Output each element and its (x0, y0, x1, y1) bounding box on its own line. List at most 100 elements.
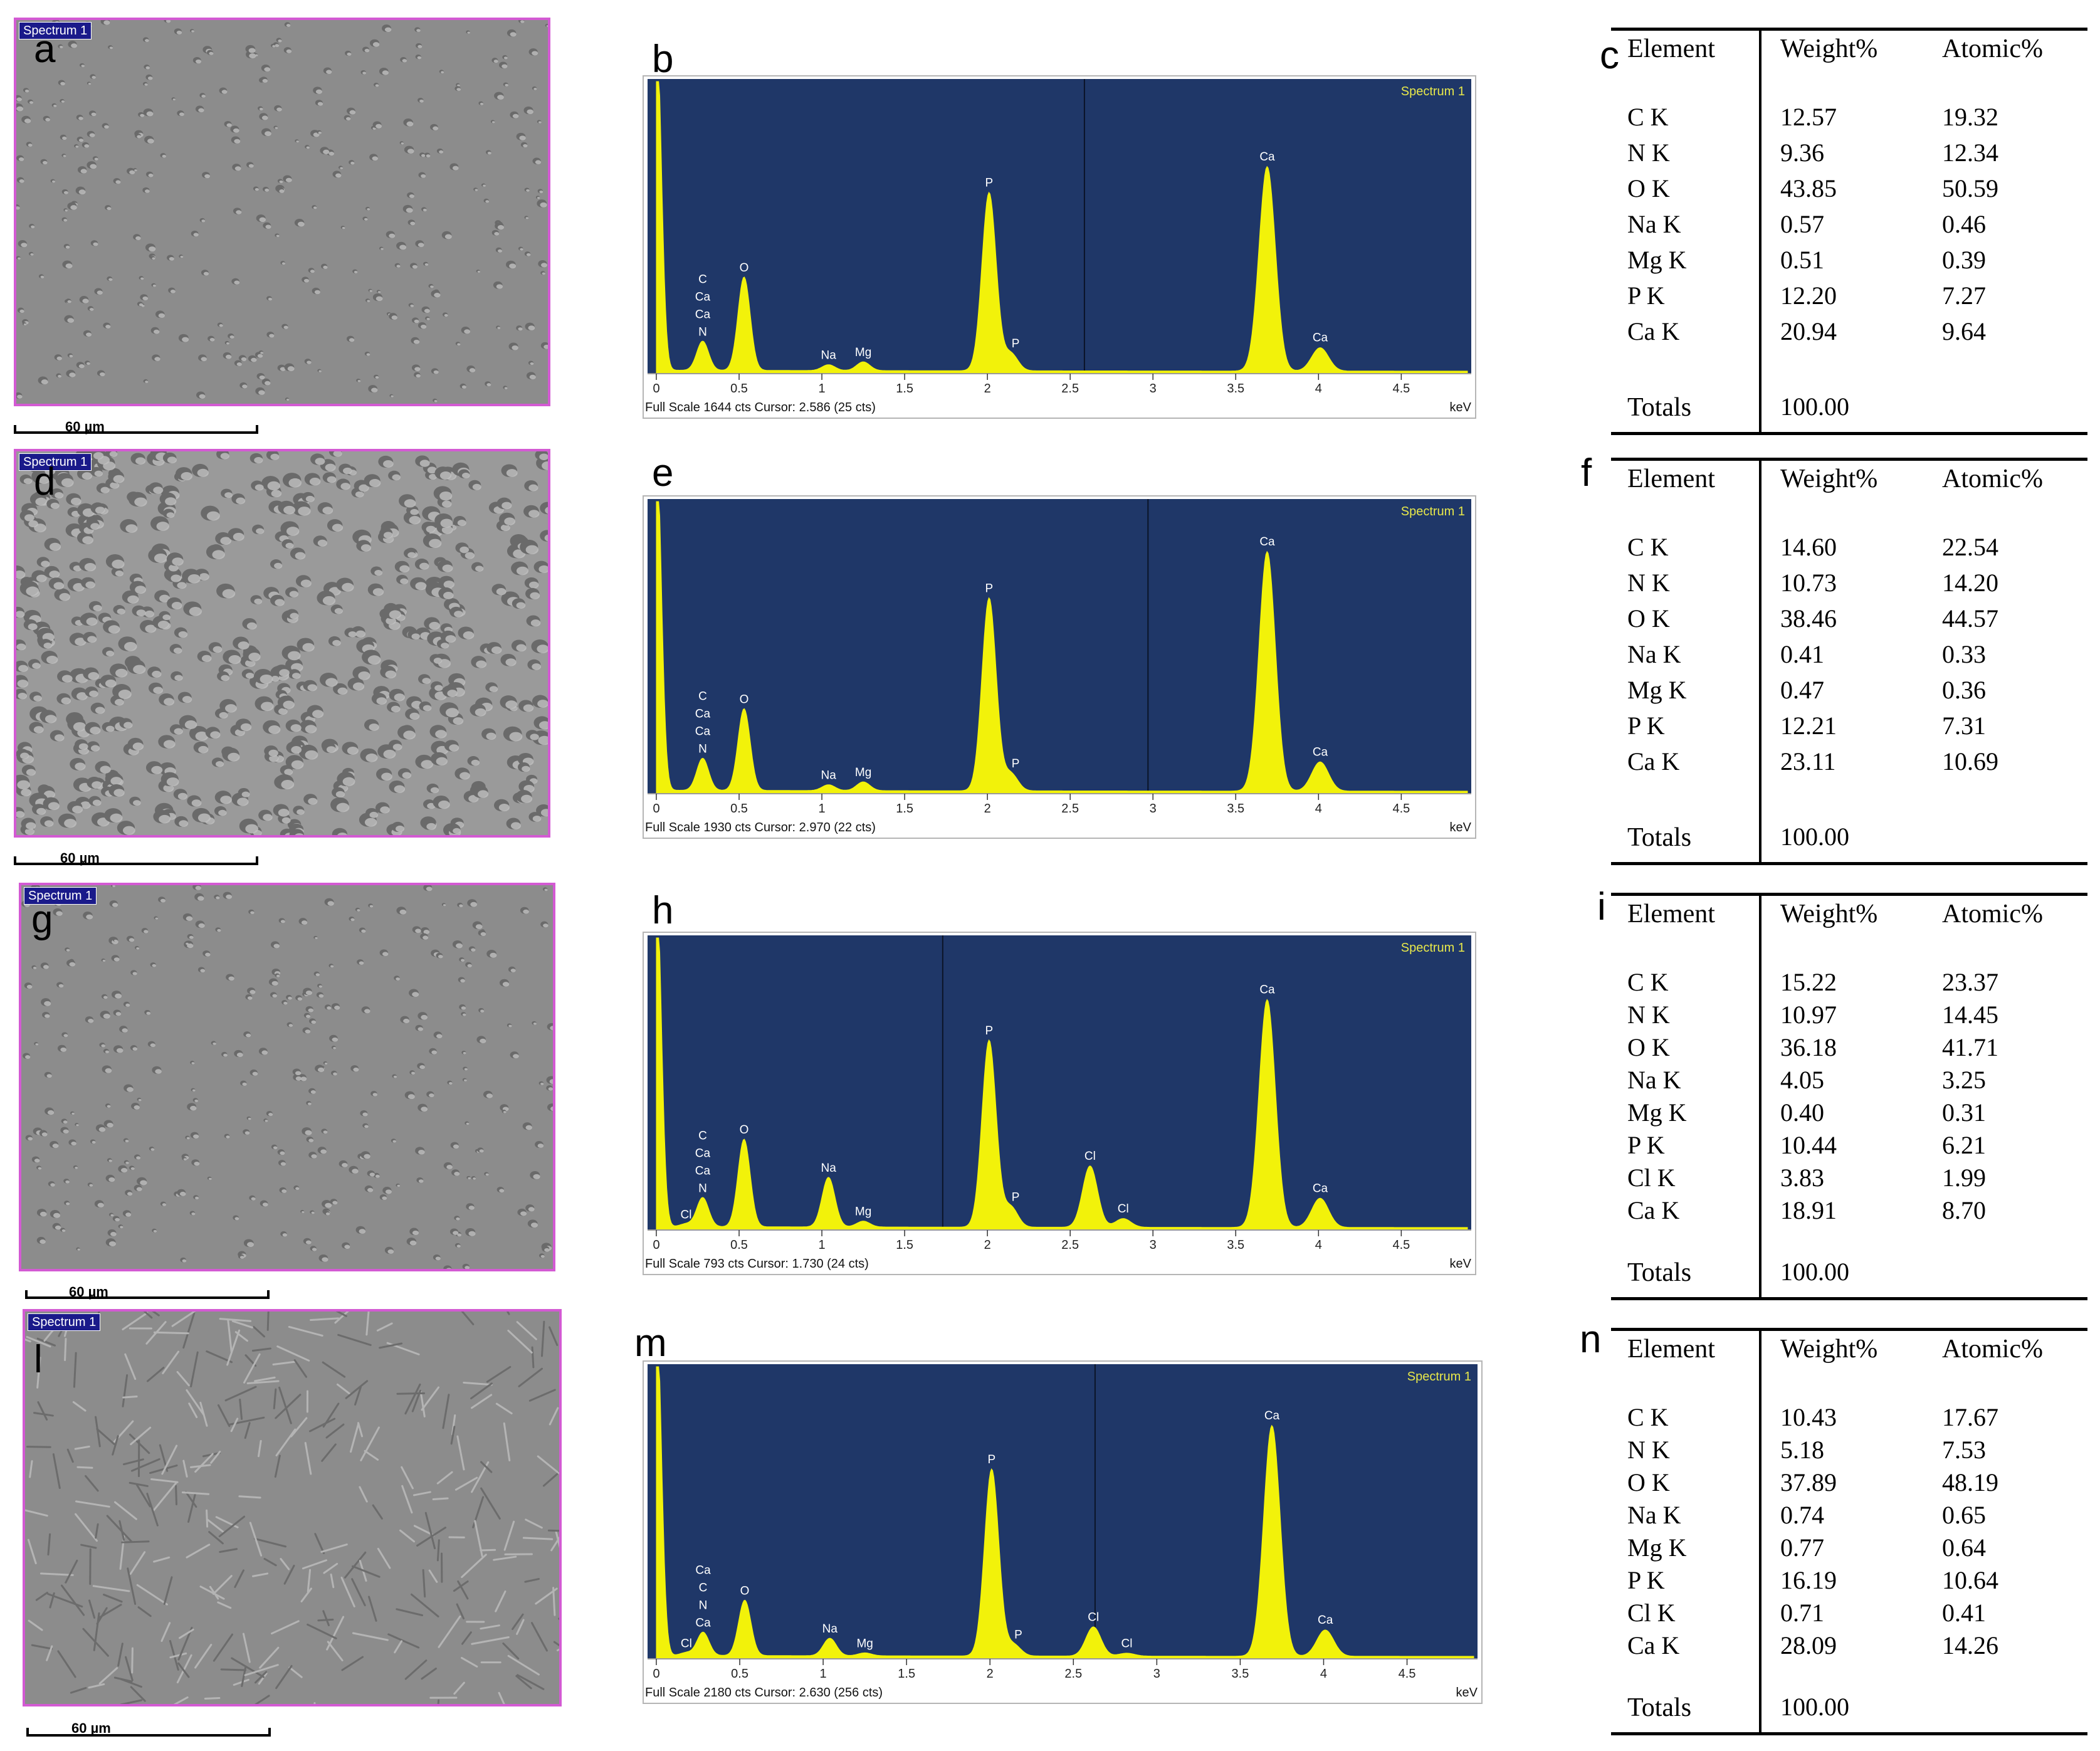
sem-pit-highlight (60, 82, 65, 86)
table-value: 0.65 (1942, 1501, 1986, 1529)
sem-pit-highlight (297, 809, 305, 815)
sem-ridge (411, 1389, 422, 1412)
sem-pit-highlight (140, 113, 145, 117)
totals-label: Totals (1627, 1693, 1692, 1722)
sem-pit-highlight (535, 160, 542, 165)
sem-ridge (182, 1459, 188, 1478)
sem-ridge (437, 1699, 440, 1704)
sem-pit-highlight (493, 60, 498, 63)
sem-pit-highlight (485, 1173, 489, 1176)
panel-label: f (1581, 451, 1592, 495)
element-name: O K (1627, 174, 1670, 202)
sem-pit-highlight (286, 24, 291, 27)
table-value: 0.41 (1942, 1599, 1986, 1627)
peak-label: Ca (695, 725, 711, 739)
sem-pit-highlight (402, 59, 407, 63)
sem-pit-highlight (220, 453, 229, 460)
table-value: 44.57 (1942, 604, 1998, 633)
sem-pit-highlight (155, 917, 159, 920)
sem-pit-highlight (65, 245, 70, 249)
sem-ridge (502, 1642, 520, 1660)
sem-pit-highlight (521, 794, 533, 803)
sem-ridge (39, 1572, 74, 1576)
sem-ridge (130, 1458, 160, 1472)
sem-texture (16, 20, 548, 404)
sem-pit-highlight (242, 1082, 247, 1086)
sem-pit-highlight (519, 135, 526, 140)
table-value: 50.59 (1942, 174, 1998, 202)
table-value: 36.18 (1780, 1033, 1837, 1061)
sem-ridge (515, 1675, 532, 1690)
sem-pit-highlight (364, 818, 377, 827)
sem-pit-highlight (88, 83, 92, 85)
sem-image: Spectrum 1 (14, 18, 550, 406)
sem-pit-highlight (107, 207, 112, 211)
table-value: 10.69 (1942, 747, 1998, 776)
sem-ridge (254, 1537, 287, 1548)
sem-pit-highlight (410, 221, 416, 226)
sem-pit-highlight (464, 1079, 467, 1081)
sem-pit-highlight (503, 56, 508, 60)
sem-pit-highlight (300, 1076, 307, 1081)
sem-pit-highlight (353, 1067, 359, 1072)
sem-pit-highlight (480, 1009, 485, 1013)
sem-pit-highlight (228, 655, 241, 665)
sem-pit-highlight (259, 107, 263, 111)
sem-pit-highlight (309, 477, 321, 486)
sem-ridge (288, 1325, 323, 1337)
x-tick-label: 0.5 (730, 1238, 748, 1252)
sem-pit-highlight (528, 510, 540, 518)
sem-pit-highlight (433, 126, 439, 130)
sem-pit-highlight (24, 828, 35, 835)
sem-pit-highlight (332, 1037, 339, 1042)
x-tick-label: 2.5 (1061, 1238, 1079, 1252)
sem-pit-highlight (369, 290, 372, 292)
sem-pit-highlight (95, 507, 105, 514)
sem-pit-highlight (213, 1042, 216, 1045)
sem-pit-highlight (311, 1211, 315, 1214)
sem-ridge (351, 1578, 366, 1607)
sem-pit-highlight (254, 598, 263, 604)
sem-pit-highlight (280, 920, 285, 923)
sem-pit-highlight (88, 672, 100, 680)
sem-ridge (176, 1654, 192, 1684)
sem-pit-highlight (537, 1144, 544, 1148)
table-value: 0.77 (1780, 1533, 1824, 1562)
element-name: Ca K (1627, 1196, 1680, 1224)
sem-pit-highlight (511, 822, 521, 829)
panel-label: b (652, 38, 674, 81)
sem-pit-highlight (285, 177, 292, 182)
table-value: 7.27 (1942, 281, 1986, 310)
sem-ridge (49, 1592, 55, 1609)
element-name: O K (1627, 604, 1670, 633)
sem-pit-highlight (181, 471, 192, 481)
sem-pit-highlight (302, 643, 315, 652)
table-value: 7.53 (1942, 1436, 1986, 1464)
sem-pit-highlight (270, 453, 280, 460)
sem-pit-highlight (115, 180, 121, 184)
sem-pit-highlight (312, 710, 324, 718)
table-value: 14.20 (1942, 569, 1998, 597)
table-divider (1759, 31, 1761, 432)
spectrum-plot-area (648, 499, 1471, 794)
element-name: N K (1627, 569, 1670, 597)
table-header: Atomic% (1942, 465, 2043, 493)
sem-pit-highlight (499, 1189, 505, 1193)
sem-pit-highlight (357, 909, 360, 912)
sem-pit-highlight (399, 245, 407, 250)
sem-pit-highlight (19, 309, 24, 313)
sem-ridge (507, 1329, 533, 1354)
x-tick-label: 2.5 (1061, 382, 1079, 396)
sem-pit-highlight (48, 802, 60, 811)
sem-pit-highlight (16, 570, 26, 579)
sem-ridge (57, 1650, 76, 1678)
sem-ridge (122, 1458, 144, 1466)
sem-pit-highlight (26, 586, 39, 596)
sem-pit-highlight (198, 923, 205, 928)
sem-ridge (130, 1686, 146, 1702)
table-value: 28.09 (1780, 1631, 1837, 1659)
x-tick-label: 2.5 (1064, 1667, 1082, 1681)
sem-pit-highlight (443, 904, 446, 907)
sem-ridge (322, 1361, 346, 1378)
sem-pit-highlight (16, 206, 20, 210)
